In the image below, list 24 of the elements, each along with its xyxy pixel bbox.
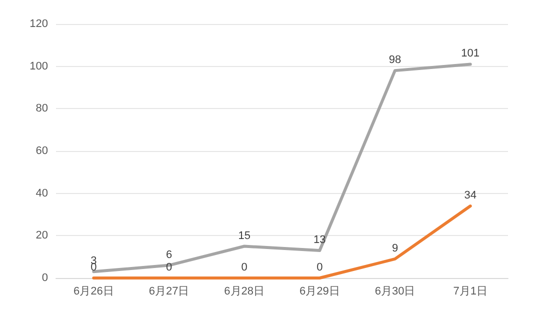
data-label: 9 — [392, 242, 398, 254]
data-label: 0 — [90, 262, 97, 274]
y-tick-label: 120 — [30, 18, 48, 30]
data-label: 15 — [238, 230, 250, 242]
y-tick-label: 20 — [36, 230, 48, 242]
y-tick-label: 100 — [30, 60, 48, 72]
y-tick-label: 80 — [36, 102, 48, 115]
data-label: 101 — [461, 48, 480, 60]
y-tick-label: 40 — [36, 187, 48, 200]
y-tick-label: 0 — [42, 272, 48, 284]
data-label: 0 — [241, 262, 248, 274]
x-tick-label: 6月30日 — [374, 286, 416, 298]
data-label: 13 — [314, 234, 326, 246]
data-label: 98 — [388, 54, 402, 66]
x-tick-label: 7月1日 — [453, 286, 488, 298]
x-tick-label: 6月28日 — [224, 286, 265, 298]
data-label: 0 — [316, 262, 323, 274]
data-label: 34 — [464, 190, 476, 202]
x-tick-label: 6月29日 — [299, 286, 340, 298]
data-label: 6 — [166, 248, 172, 261]
data-label: 0 — [166, 262, 172, 274]
y-tick-label: 60 — [36, 145, 48, 157]
x-tick-label: 6月27日 — [148, 286, 190, 298]
x-tick-label: 6月26日 — [73, 286, 114, 298]
